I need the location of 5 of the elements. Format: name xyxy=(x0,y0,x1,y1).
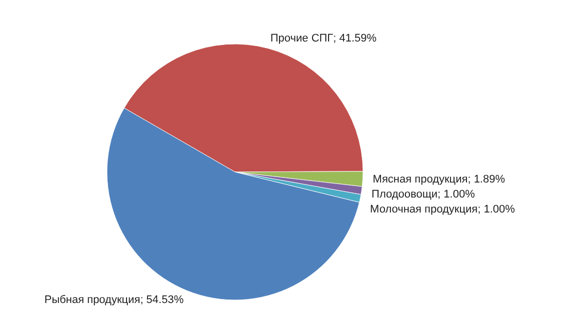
slice-label: Рыбная продукция; 54.53% xyxy=(44,294,184,306)
slice-label: Молочная продукция; 1.00% xyxy=(370,203,516,216)
slice-label: Прочие СПГ; 41.59% xyxy=(270,32,377,45)
slice-label: Плодоовощи; 1.00% xyxy=(372,188,476,200)
slice-label: Мясная продукция; 1.89% xyxy=(372,173,506,186)
